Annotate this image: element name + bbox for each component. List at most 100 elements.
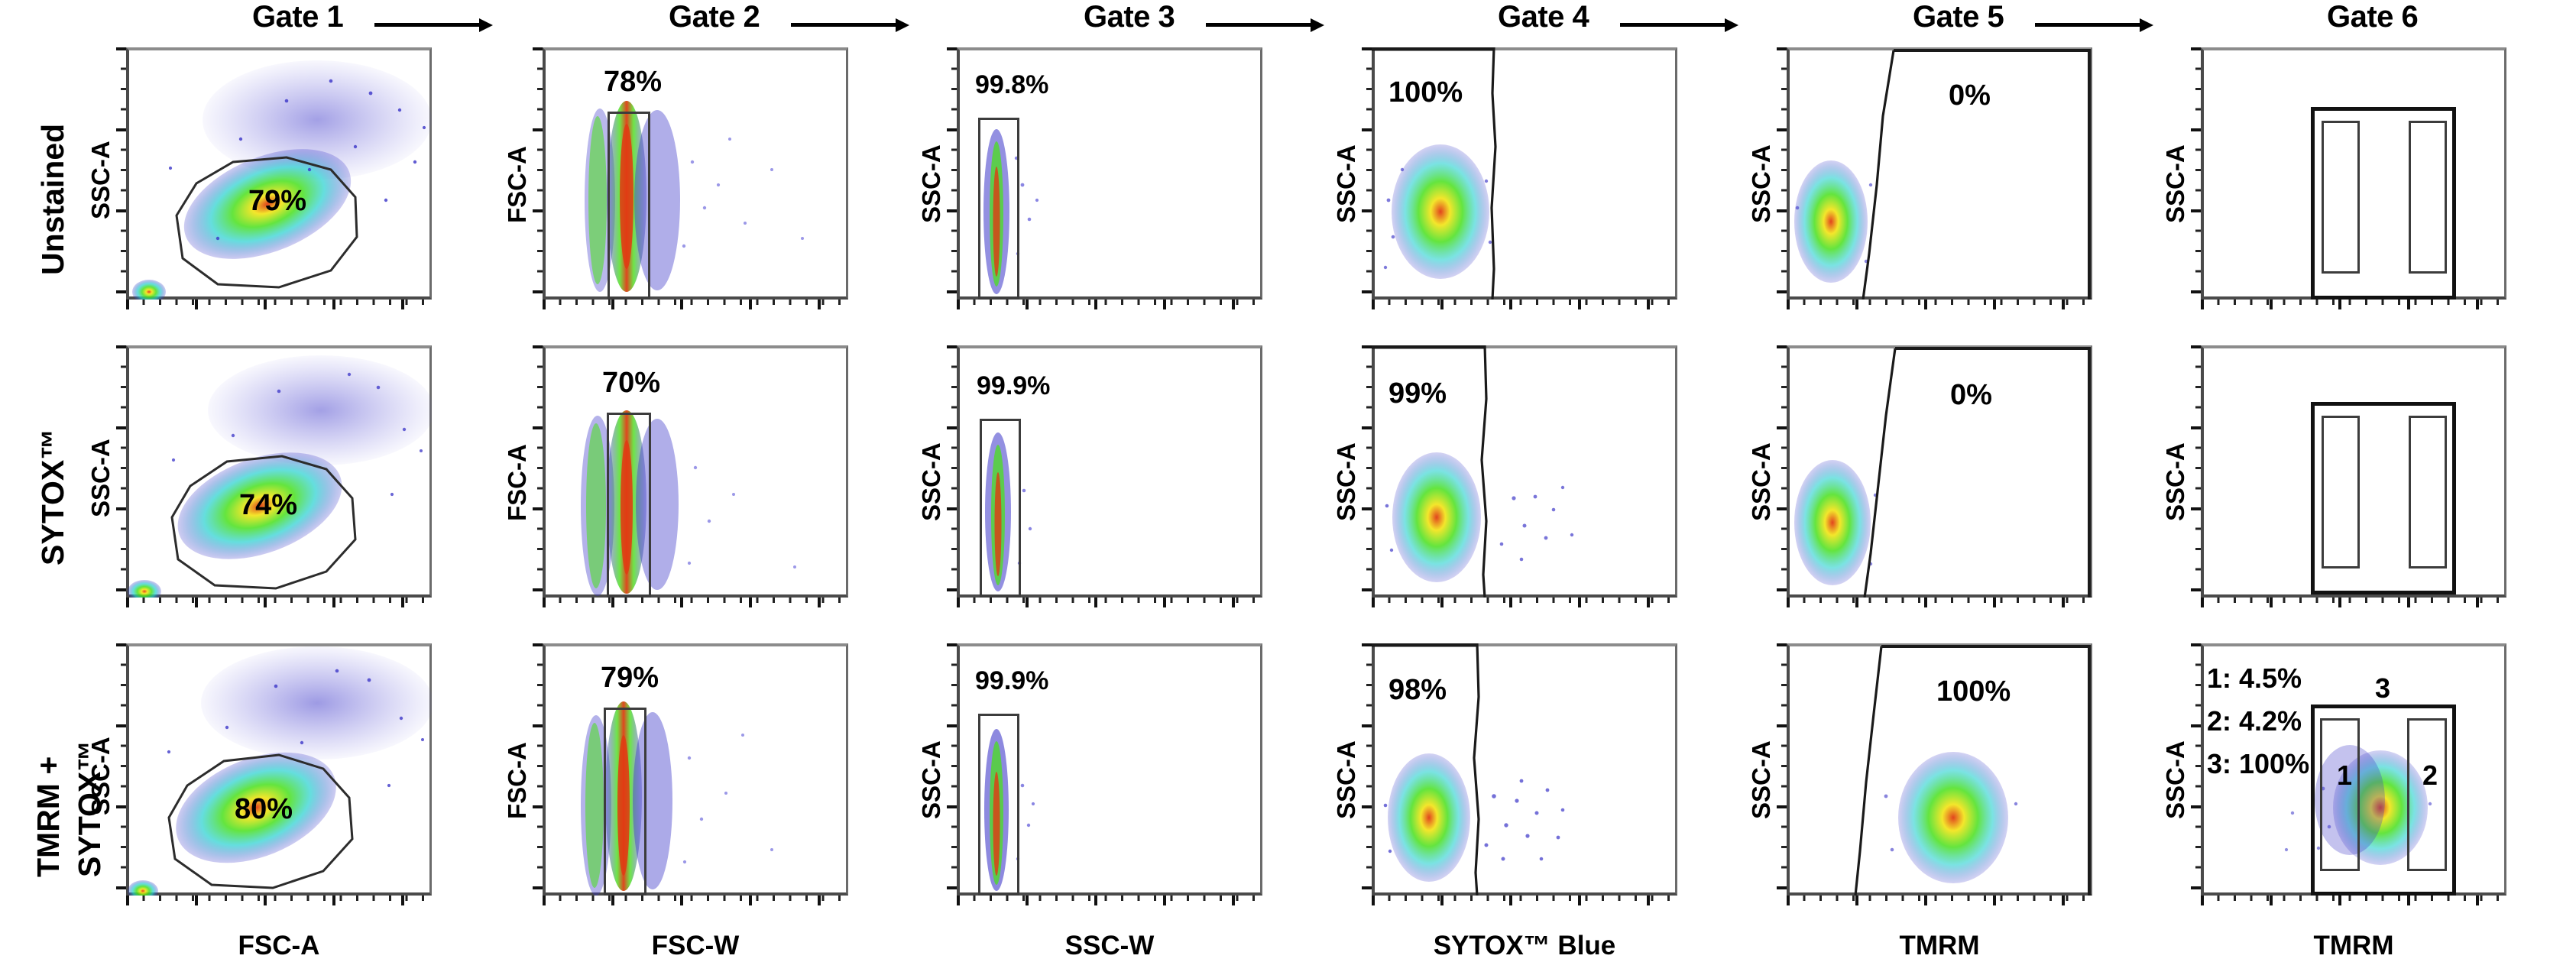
gate-rectangle[interactable] bbox=[978, 118, 1019, 300]
panel-unstained-gate2[interactable]: FSC-A 78% bbox=[503, 47, 848, 309]
panel-tmrm-sytox-gate5[interactable]: SSC-A 100% bbox=[1747, 643, 2092, 905]
gate-percent-label: 99% bbox=[1388, 377, 1447, 410]
gate-rectangle-1[interactable] bbox=[2320, 718, 2360, 871]
gate-rectangle-outer[interactable] bbox=[2311, 107, 2456, 300]
y-axis-label: FSC-A bbox=[503, 146, 531, 223]
x-axis-ticks bbox=[543, 300, 848, 309]
plot-frame bbox=[957, 643, 1262, 896]
density-scatter bbox=[983, 129, 1039, 294]
gate-number-1: 1 bbox=[2337, 760, 2353, 791]
panel-unstained-gate5[interactable]: SSC-A 0% bbox=[1747, 47, 2092, 309]
gate-rectangle[interactable] bbox=[978, 714, 1019, 896]
density-scatter bbox=[581, 701, 773, 896]
panel-tmrm-sytox-gate3[interactable]: SSC-A 99.9% bbox=[917, 643, 1262, 905]
gate-percent-label: 79% bbox=[248, 185, 307, 217]
panel-unstained-gate6[interactable]: SSC-A bbox=[2161, 47, 2506, 309]
gate-header-1: Gate 1 bbox=[252, 0, 344, 34]
y-axis-label: SSC-A bbox=[86, 141, 115, 219]
panel-tmrm-sytox-gate1[interactable]: SSC-A 80% bbox=[86, 643, 432, 905]
panel-tmrm-sytox-gate2[interactable]: FSC-A 79% bbox=[503, 643, 848, 905]
x-axis-ticks bbox=[2201, 598, 2506, 607]
y-axis-ticks bbox=[533, 47, 543, 300]
panel-unstained-gate4[interactable]: SSC-A 100% bbox=[1332, 47, 1677, 309]
gate-percent-label: 99.9% bbox=[977, 371, 1051, 400]
plot-frame bbox=[543, 643, 848, 896]
y-axis-ticks bbox=[533, 345, 543, 598]
gate-rectangle-3[interactable] bbox=[2311, 705, 2456, 896]
y-axis-ticks bbox=[947, 47, 957, 300]
density-scatter bbox=[585, 101, 804, 292]
y-axis-ticks bbox=[1777, 345, 1787, 598]
x-axis-ticks bbox=[1787, 300, 2092, 309]
y-axis-ticks bbox=[116, 643, 126, 896]
plot-frame bbox=[126, 345, 432, 598]
row-label-sytox-text: SYTOX™ bbox=[35, 428, 70, 565]
gate-arrow-4-5 bbox=[1620, 18, 1738, 32]
gate-arrow-1-2 bbox=[374, 18, 493, 32]
density-scatter bbox=[128, 646, 432, 896]
gate-rectangle-1[interactable] bbox=[2322, 121, 2360, 274]
plot-frame bbox=[1372, 47, 1677, 300]
gate-rectangle-2[interactable] bbox=[2407, 718, 2447, 871]
panel-sytox-gate6[interactable]: SSC-A bbox=[2161, 345, 2506, 607]
y-axis-ticks bbox=[2191, 47, 2201, 300]
gate-rectangle-1[interactable] bbox=[2322, 416, 2360, 568]
density-scatter bbox=[581, 410, 796, 596]
gate-rectangle[interactable] bbox=[604, 708, 646, 896]
plot-frame bbox=[543, 47, 848, 300]
x-axis-label-col5: TMRM bbox=[1899, 931, 1980, 960]
plot-frame bbox=[543, 345, 848, 598]
x-axis-ticks bbox=[1787, 896, 2092, 905]
gate-rectangle-2[interactable] bbox=[2409, 416, 2447, 568]
gate-header-3: Gate 3 bbox=[1084, 0, 1175, 34]
panel-sytox-gate2[interactable]: FSC-A 70% bbox=[503, 345, 848, 607]
gate-rectangle[interactable] bbox=[980, 419, 1021, 598]
y-axis-label: FSC-A bbox=[503, 742, 531, 819]
row-label-sytox: SYTOX™ bbox=[35, 428, 70, 565]
y-axis-ticks bbox=[1362, 47, 1372, 300]
panel-sytox-gate4[interactable]: SSC-A 99% bbox=[1332, 345, 1677, 607]
y-axis-ticks bbox=[116, 47, 126, 300]
y-axis-label: SSC-A bbox=[2161, 144, 2189, 223]
panel-sytox-gate3[interactable]: SSC-A 99.9% bbox=[917, 345, 1262, 607]
x-axis-label-col4: SYTOX™ Blue bbox=[1433, 931, 1616, 960]
x-axis-ticks bbox=[126, 300, 432, 309]
panel-tmrm-sytox-gate4[interactable]: SSC-A 98% bbox=[1332, 643, 1677, 905]
gate-percent-label: 70% bbox=[602, 367, 661, 399]
row-label-unstained-text: Unstained bbox=[35, 123, 70, 275]
panel-unstained-gate3[interactable]: SSC-A 99.8% bbox=[917, 47, 1262, 309]
gate-percent-label: 100% bbox=[1388, 76, 1463, 109]
y-axis-label: SSC-A bbox=[1747, 442, 1775, 521]
y-axis-label: SSC-A bbox=[917, 144, 945, 223]
y-axis-ticks bbox=[1362, 643, 1372, 896]
gate-rectangle-2[interactable] bbox=[2409, 121, 2447, 274]
panel-unstained-gate1[interactable]: SSC-A bbox=[86, 47, 432, 309]
gate-rectangle[interactable] bbox=[607, 413, 651, 598]
panel-tmrm-sytox-gate6[interactable]: SSC-A 1 2 3 1: 4.5% 2: 4.2% 3: 100% bbox=[2161, 643, 2506, 905]
panel-sytox-gate1[interactable]: SSC-A 74% bbox=[86, 345, 432, 607]
gate6-legend-line-3: 3: 100% bbox=[2207, 747, 2310, 779]
y-axis-label: SSC-A bbox=[1747, 144, 1775, 223]
x-axis-label-col6: TMRM bbox=[2313, 931, 2394, 960]
density-scatter bbox=[1794, 460, 1878, 585]
y-axis-label: SSC-A bbox=[86, 439, 115, 517]
density-scatter bbox=[1794, 160, 1873, 283]
gate-rectangle[interactable] bbox=[608, 112, 650, 300]
gate-percent-label: 98% bbox=[1388, 674, 1447, 706]
gate-percent-label: 0% bbox=[1949, 79, 1991, 112]
gate-header-2: Gate 2 bbox=[669, 0, 760, 34]
y-axis-label: SSC-A bbox=[2161, 442, 2189, 521]
y-axis-ticks bbox=[533, 643, 543, 896]
panel-sytox-gate5[interactable]: SSC-A 0% bbox=[1747, 345, 2092, 607]
row-label-tmrm-line1: TMRM + bbox=[31, 756, 66, 877]
gate-number-2: 2 bbox=[2422, 760, 2438, 791]
density-scatter bbox=[132, 60, 432, 300]
x-axis-ticks bbox=[1372, 598, 1677, 607]
plot-frame bbox=[126, 47, 432, 300]
gate-percent-label: 99.9% bbox=[975, 666, 1049, 695]
plot-frame bbox=[1372, 643, 1677, 896]
gate-rectangle-outer[interactable] bbox=[2311, 402, 2456, 594]
gate-header-5: Gate 5 bbox=[1913, 0, 2004, 34]
x-axis-ticks bbox=[126, 896, 432, 905]
density-scatter bbox=[1385, 452, 1574, 582]
